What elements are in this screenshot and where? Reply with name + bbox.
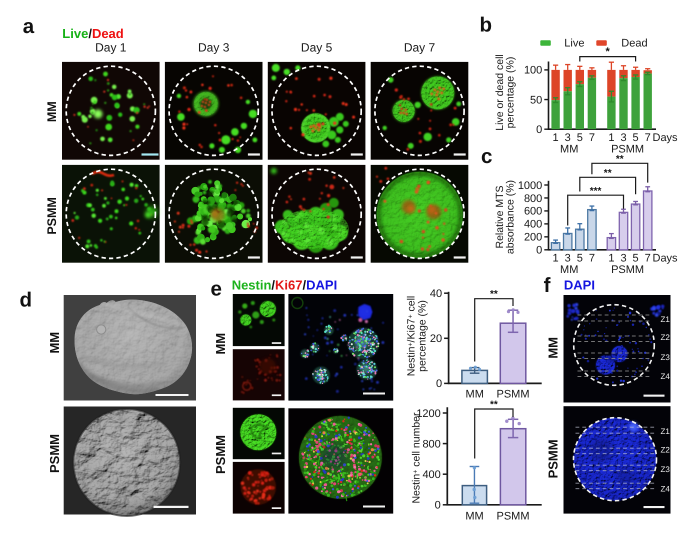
- svg-text:1: 1: [608, 253, 614, 265]
- svg-text:DAPI: DAPI: [564, 277, 595, 292]
- svg-text:MM: MM: [213, 333, 228, 355]
- svg-text:Z3: Z3: [661, 353, 671, 362]
- svg-text:100: 100: [524, 65, 542, 77]
- svg-text:Z1: Z1: [661, 427, 671, 436]
- svg-text:7: 7: [589, 132, 595, 144]
- svg-text:Nestin+ cell number: Nestin+ cell number: [410, 412, 422, 504]
- svg-text:5: 5: [577, 253, 583, 265]
- svg-text:400: 400: [422, 469, 440, 481]
- svg-text:1: 1: [553, 253, 559, 265]
- svg-text:3: 3: [620, 132, 626, 144]
- svg-text:Day 5: Day 5: [301, 40, 333, 54]
- svg-text:Live/Dead: Live/Dead: [62, 26, 123, 41]
- svg-text:PSMM: PSMM: [546, 439, 561, 478]
- svg-text:7: 7: [645, 253, 651, 265]
- svg-text:Relative MTS: Relative MTS: [494, 185, 506, 248]
- svg-text:Z1: Z1: [661, 315, 671, 324]
- svg-text:Day 3: Day 3: [198, 40, 230, 54]
- svg-text:PSMM: PSMM: [497, 389, 530, 401]
- svg-text:percentage (%): percentage (%): [416, 300, 428, 372]
- svg-text:PSMM: PSMM: [213, 435, 228, 474]
- svg-text:**: **: [490, 399, 498, 410]
- svg-text:Live or dead cell: Live or dead cell: [494, 54, 506, 130]
- svg-text:5: 5: [633, 132, 639, 144]
- svg-text:MM: MM: [560, 264, 578, 276]
- svg-text:absorbance (%): absorbance (%): [505, 180, 517, 254]
- svg-text:3: 3: [565, 253, 571, 265]
- svg-text:PSMM: PSMM: [45, 197, 59, 235]
- svg-text:Nestin/Ki67/DAPI: Nestin/Ki67/DAPI: [232, 277, 338, 292]
- svg-text:7: 7: [645, 132, 651, 144]
- svg-text:percentage (%): percentage (%): [505, 57, 517, 129]
- svg-text:a: a: [23, 15, 35, 38]
- svg-text:**: **: [616, 154, 624, 165]
- svg-text:Z4: Z4: [661, 372, 671, 381]
- svg-text:40: 40: [430, 288, 442, 300]
- svg-text:7: 7: [589, 253, 595, 265]
- svg-text:5: 5: [633, 253, 639, 265]
- svg-text:Z2: Z2: [661, 333, 671, 342]
- svg-text:0: 0: [536, 245, 542, 257]
- svg-text:800: 800: [422, 438, 440, 450]
- svg-text:c: c: [481, 145, 492, 168]
- svg-text:e: e: [211, 278, 222, 301]
- svg-text:Z2: Z2: [661, 445, 671, 454]
- svg-text:PSMM: PSMM: [497, 510, 530, 522]
- svg-text:Day 7: Day 7: [404, 40, 436, 54]
- svg-text:Day 1: Day 1: [95, 40, 127, 54]
- svg-text:MM: MM: [546, 337, 561, 359]
- svg-text:0: 0: [436, 378, 442, 390]
- svg-text:MM: MM: [465, 510, 483, 522]
- svg-text:800: 800: [524, 193, 542, 205]
- svg-text:50: 50: [530, 94, 542, 106]
- svg-text:f: f: [544, 274, 551, 297]
- svg-text:3: 3: [620, 253, 626, 265]
- svg-text:MM: MM: [47, 332, 62, 354]
- svg-text:3: 3: [565, 132, 571, 144]
- svg-text:MM: MM: [45, 101, 59, 122]
- svg-text:1200: 1200: [416, 408, 440, 420]
- svg-text:Dead: Dead: [621, 37, 647, 49]
- svg-text:b: b: [480, 14, 493, 37]
- svg-text:*: *: [606, 46, 611, 58]
- svg-text:200: 200: [524, 232, 542, 244]
- svg-text:Z4: Z4: [661, 484, 671, 493]
- svg-text:5: 5: [577, 132, 583, 144]
- svg-text:1: 1: [608, 132, 614, 144]
- svg-text:PSMM: PSMM: [611, 144, 644, 156]
- svg-text:PSMM: PSMM: [611, 264, 644, 276]
- svg-text:**: **: [604, 168, 612, 179]
- svg-text:Days: Days: [653, 132, 679, 144]
- svg-text:600: 600: [524, 206, 542, 218]
- svg-text:20: 20: [430, 333, 442, 345]
- svg-text:***: ***: [590, 186, 602, 197]
- svg-text:Z3: Z3: [661, 465, 671, 474]
- svg-text:1000: 1000: [518, 180, 542, 192]
- svg-text:0: 0: [435, 500, 441, 512]
- svg-text:MM: MM: [466, 389, 484, 401]
- svg-text:Days: Days: [653, 253, 679, 265]
- svg-text:**: **: [490, 289, 498, 300]
- svg-text:MM: MM: [560, 144, 578, 156]
- svg-text:PSMM: PSMM: [47, 434, 62, 473]
- svg-text:400: 400: [524, 219, 542, 231]
- svg-text:d: d: [20, 288, 33, 311]
- svg-text:1: 1: [553, 132, 559, 144]
- svg-text:0: 0: [536, 124, 542, 136]
- svg-text:Live: Live: [564, 37, 584, 49]
